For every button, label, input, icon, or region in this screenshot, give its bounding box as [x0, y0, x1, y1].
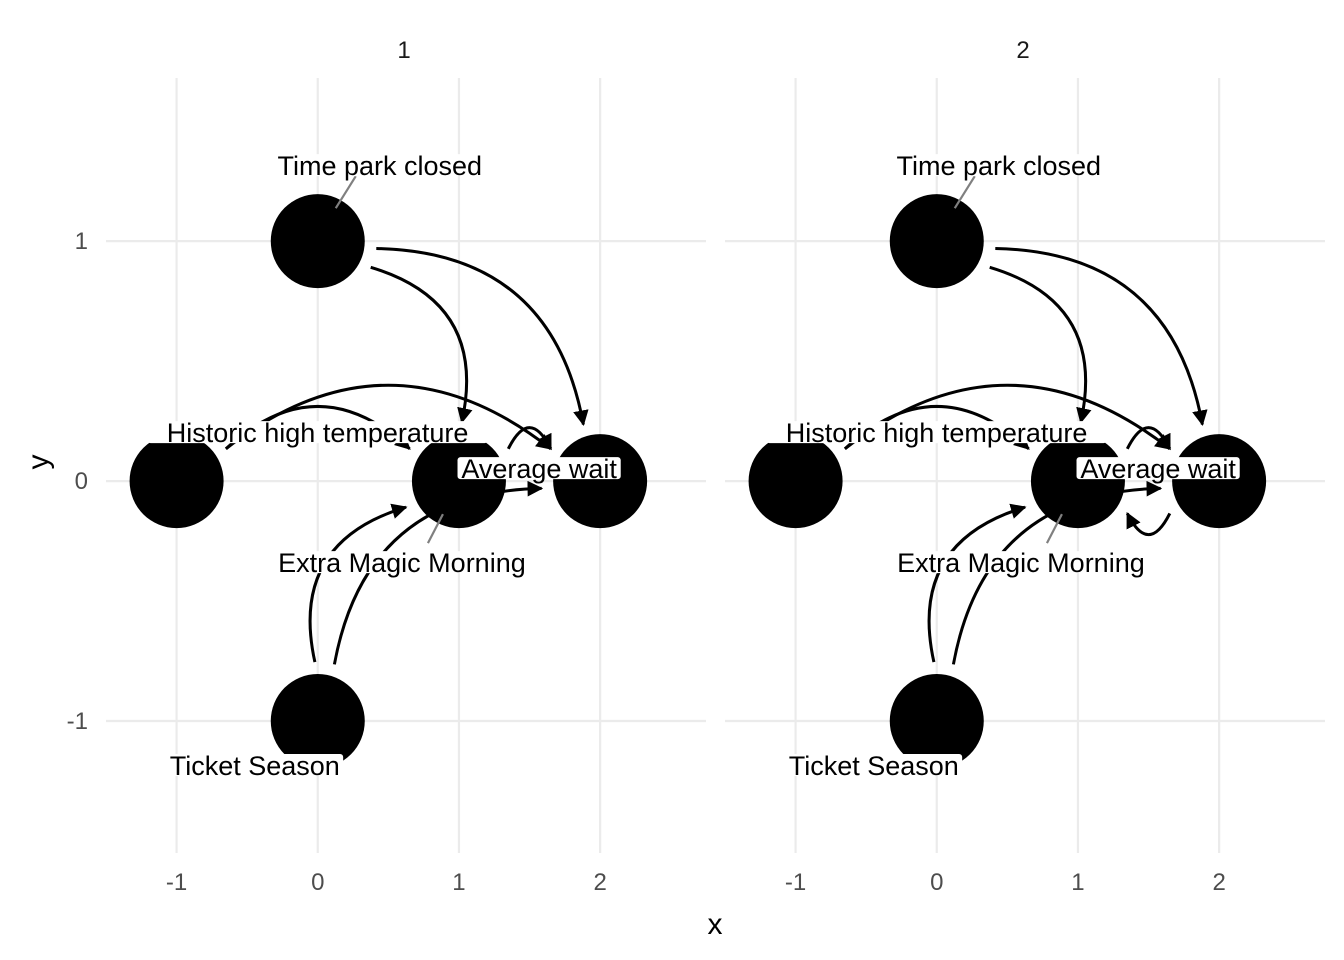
edge-wait_minutes_posted_avg-to-park_extra_magic_morning [1125, 512, 1172, 536]
y-tick-label: 1 [75, 228, 88, 255]
node-labels: Time park closed Historic high temperatur… [147, 151, 621, 781]
node-label-park_close: Time park closed [277, 151, 482, 181]
label-background [766, 421, 1107, 444]
label-background [147, 421, 488, 444]
node-label-park_temperature_high: Historic high temperature [786, 418, 1088, 448]
label-background [166, 754, 344, 777]
node-park_temperature_high [748, 434, 843, 529]
label-background [457, 457, 621, 480]
x-tick-label: 2 [593, 869, 606, 896]
node-label-park_ticket_season: Ticket Season [789, 751, 959, 781]
node-park_temperature_high [129, 434, 224, 529]
label-leader-line [1045, 513, 1063, 544]
label-leader-line [426, 513, 444, 544]
panel-strip-label: 1 [397, 37, 410, 64]
node-label-wait_minutes_posted_avg: Average wait [461, 454, 617, 484]
label-background [1076, 457, 1240, 480]
node-label-park_extra_magic_morning: Extra Magic Morning [278, 548, 526, 578]
node-park_ticket_season [270, 674, 365, 769]
edge-park_extra_magic_morning-to-wait_minutes_posted_avg [506, 426, 553, 451]
node-park_ticket_season [889, 674, 984, 769]
panel-1: 1 -1 0 1 2 -1 0 1 Time park closed Historic high … [67, 37, 706, 896]
x-tick-label: -1 [785, 869, 806, 896]
node-labels: Time park closed Historic high temperatur… [766, 151, 1240, 781]
edge-park_extra_magic_morning-to-wait_minutes_posted_avg [1125, 426, 1172, 451]
label-background [270, 154, 489, 177]
edge-park_ticket_season-to-park_extra_magic_morning [927, 503, 1027, 663]
x-tick-label: 0 [311, 869, 324, 896]
x-tick-label: 0 [930, 869, 943, 896]
edge-park_close-to-wait_minutes_posted_avg [995, 247, 1208, 427]
x-axis-title: x [708, 908, 723, 941]
node-label-park_extra_magic_morning: Extra Magic Morning [897, 548, 1145, 578]
label-background [785, 754, 963, 777]
label-background [889, 154, 1108, 177]
node-label-park_ticket_season: Ticket Season [170, 751, 340, 781]
edge-park_ticket_season-to-park_extra_magic_morning [308, 503, 408, 663]
x-tick-label: 1 [452, 869, 465, 896]
edge-park_temperature_high-to-wait_minutes_posted_avg [224, 383, 553, 450]
label-leader-line [334, 175, 357, 209]
node-label-park_close: Time park closed [896, 151, 1101, 181]
x-tick-label: -1 [166, 869, 187, 896]
y-axis-title: y [22, 455, 55, 470]
label-leader-line [953, 175, 976, 209]
node-park_close [889, 194, 984, 289]
edge-park_close-to-park_extra_magic_morning [370, 265, 473, 424]
y-tick-label: -1 [67, 708, 88, 735]
panel-strip-label: 2 [1016, 37, 1029, 64]
x-tick-label: 1 [1071, 869, 1084, 896]
node-label-park_temperature_high: Historic high temperature [167, 418, 469, 448]
node-park_close [270, 194, 365, 289]
edge-park_close-to-wait_minutes_posted_avg [376, 247, 589, 427]
edge-park_close-to-park_extra_magic_morning [989, 265, 1092, 424]
x-tick-label: 2 [1212, 869, 1225, 896]
edge-park_temperature_high-to-wait_minutes_posted_avg [843, 383, 1172, 450]
label-background [272, 551, 532, 574]
label-background [891, 551, 1151, 574]
panel-2: 2 -1 0 1 2 Time park closed Historic high temp… [725, 37, 1325, 896]
node-label-wait_minutes_posted_avg: Average wait [1080, 454, 1236, 484]
y-tick-label: 0 [75, 468, 88, 495]
